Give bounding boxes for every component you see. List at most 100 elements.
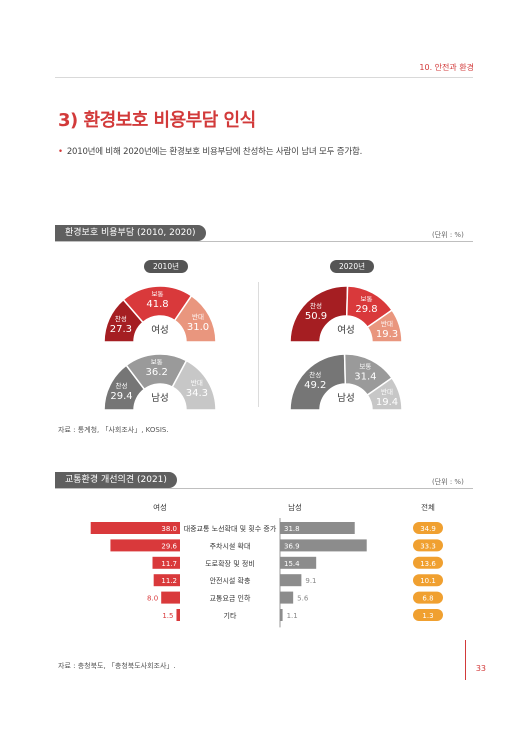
year-tag-2010: 2010년	[144, 260, 188, 273]
slice-label-w2020-2: 반대	[381, 319, 393, 328]
bar-female-0	[90, 522, 180, 534]
center-label-m2010: 남성	[151, 393, 168, 404]
value-female-2: 11.7	[161, 560, 177, 568]
slice-value-m2020-1: 31.4	[354, 372, 376, 383]
bar-male-2	[280, 556, 317, 569]
slice-value-w2010-2: 31.0	[187, 322, 209, 333]
slice-m2010-2	[171, 359, 217, 411]
category-label-0: 대중교통 노선확대 및 횟수 증가	[184, 524, 277, 533]
slice-w2010-2	[173, 294, 217, 343]
value-male-3: 9.1	[305, 577, 316, 585]
year-tag-2020: 2020년	[330, 260, 374, 273]
category-label-2: 도로확장 및 정비	[205, 559, 255, 568]
panel2-source: 자료 : 충청북도, 「충청북도사회조사」.	[58, 662, 176, 670]
header-female: 여성	[153, 502, 167, 512]
bar-female-5	[176, 609, 180, 621]
center-label-m2020: 남성	[337, 393, 354, 404]
total-badge-1	[413, 539, 443, 552]
panel1-unit: (단위 : %)	[432, 231, 464, 239]
value-female-4: 8.0	[147, 595, 158, 603]
panel2-rule	[55, 488, 473, 489]
bar-male-5	[280, 609, 283, 621]
total-badge-2	[413, 556, 443, 569]
total-badge-4	[413, 591, 443, 604]
category-label-4: 교통요금 인하	[210, 594, 251, 603]
value-male-5: 1.1	[287, 612, 298, 620]
slice-value-w2020-0: 50.9	[305, 311, 327, 322]
category-label-1: 주차시설 확대	[210, 541, 251, 550]
slice-value-m2010-2: 34.3	[186, 388, 208, 399]
bar-female-3	[153, 574, 180, 587]
center-label-w2020: 여성	[337, 324, 354, 336]
value-total-4: 6.8	[422, 595, 433, 603]
slice-label-m2020-0: 찬성	[309, 370, 321, 379]
slice-w2010-1	[122, 285, 193, 324]
slice-m2020-1	[343, 353, 393, 397]
value-male-0: 31.8	[284, 525, 300, 533]
panel1-rule	[55, 241, 473, 242]
center-label-w2010: 여성	[151, 324, 168, 336]
slice-label-m2020-1: 보통	[359, 363, 371, 371]
bar-female-4	[161, 591, 180, 604]
summary-text: 2010년에 비해 2020년에는 환경보호 비용부담에 찬성하는 사람이 남녀…	[66, 147, 363, 157]
slice-value-m2020-0: 49.2	[304, 380, 326, 391]
bar-male-0	[280, 522, 355, 534]
panel2-title: 교통환경 개선의견	[65, 475, 135, 485]
value-total-2: 13.6	[420, 560, 436, 568]
slice-w2020-0	[289, 285, 349, 343]
bar-male-4	[280, 591, 294, 604]
slice-value-m2010-0: 29.4	[110, 391, 132, 402]
value-total-1: 33.3	[420, 542, 436, 550]
slice-label-w2020-0: 찬성	[310, 301, 322, 310]
bar-male-3	[280, 574, 302, 587]
bar-male-1	[280, 539, 367, 552]
section-header: 10. 안전과 환경	[419, 63, 474, 72]
slice-label-w2010-1: 보통	[152, 290, 164, 298]
summary-bullet: • 2010년에 비해 2020년에는 환경보호 비용부담에 찬성하는 사람이 남…	[58, 145, 362, 157]
value-male-4: 5.6	[297, 595, 309, 603]
slice-label-w2020-1: 보통	[360, 295, 372, 303]
slice-m2010-0	[103, 364, 146, 411]
slice-value-w2020-1: 29.8	[355, 304, 377, 315]
panel2-label: 교통환경 개선의견 (2021)	[55, 472, 177, 488]
panel2-unit: (단위 : %)	[432, 478, 464, 486]
panel1-source: 자료 : 통계청, 「사회조사」, KOSIS.	[58, 426, 169, 434]
page-number-bar	[465, 640, 466, 680]
value-total-5: 1.3	[422, 612, 433, 620]
slice-label-m2010-1: 보통	[151, 358, 163, 366]
slice-value-w2020-2: 19.3	[376, 329, 398, 340]
slice-label-w2010-0: 찬성	[115, 314, 127, 323]
bar-female-1	[110, 539, 180, 552]
total-badge-0	[413, 522, 443, 534]
panel1-years: (2010, 2020)	[136, 228, 196, 238]
category-label-3: 안전시설 확충	[210, 576, 251, 585]
year-divider	[258, 282, 259, 407]
page-title: 3) 환경보호 비용부담 인식	[58, 110, 256, 131]
slice-label-w2010-2: 반대	[192, 312, 204, 321]
header-rule	[55, 77, 473, 78]
slice-label-m2020-2: 반대	[381, 387, 393, 396]
value-male-1: 36.9	[284, 542, 300, 550]
slice-value-m2010-1: 36.2	[146, 367, 168, 378]
value-total-3: 10.1	[420, 577, 436, 585]
value-female-3: 11.2	[161, 577, 177, 585]
slice-w2010-0	[103, 298, 145, 343]
slice-value-w2010-0: 27.3	[110, 324, 132, 335]
slice-value-w2010-1: 41.8	[146, 299, 168, 310]
bar-female-2	[152, 556, 180, 569]
value-total-0: 34.9	[420, 525, 436, 533]
total-badge-3	[413, 574, 443, 587]
header-total: 전체	[421, 502, 435, 512]
panel1-title: 환경보호 비용부담	[65, 228, 135, 238]
category-label-5: 기타	[224, 611, 237, 620]
bullet-dot-icon: •	[58, 147, 63, 157]
slice-m2020-2	[366, 376, 403, 411]
total-badge-5	[413, 609, 443, 621]
header-male: 남성	[288, 503, 302, 512]
value-female-0: 38.0	[161, 525, 177, 533]
slice-label-m2010-0: 찬성	[116, 381, 128, 390]
slice-w2020-2	[366, 309, 403, 343]
panel2-years: (2021)	[136, 475, 167, 485]
slice-value-m2020-2: 19.4	[376, 397, 398, 408]
slice-label-m2010-2: 반대	[191, 378, 203, 387]
